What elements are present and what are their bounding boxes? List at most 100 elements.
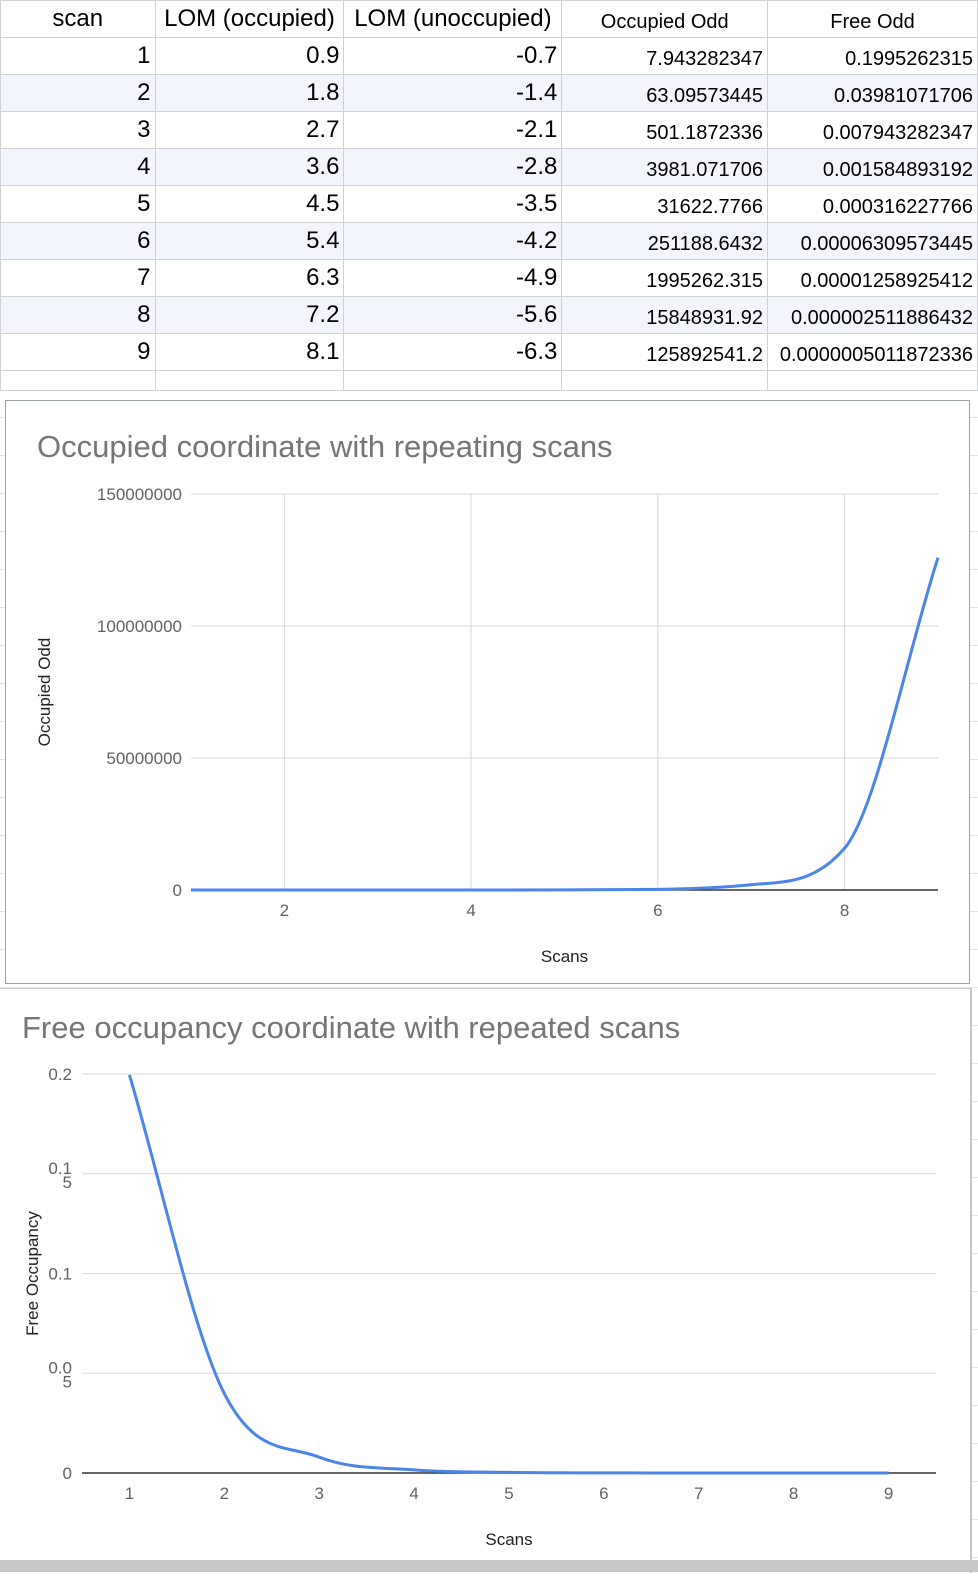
x-tick-label: 9 — [884, 1484, 893, 1503]
table-row: 8 7.2 -5.6 15848931.92 0.000002511886432 — [0, 296, 978, 334]
cell[interactable]: 9 — [0, 333, 156, 371]
cell[interactable]: -4.9 — [343, 259, 563, 297]
y-axis-title: Free Occupancy — [23, 1211, 42, 1336]
cell[interactable]: 0.000002511886432 — [767, 296, 978, 334]
cell[interactable]: -4.2 — [343, 222, 563, 260]
cell[interactable]: 0.000316227766 — [767, 185, 978, 223]
x-axis-title: Scans — [541, 947, 588, 966]
empty-row — [0, 370, 978, 391]
y-tick-label: 0.1 — [48, 1265, 72, 1284]
cell[interactable]: 2.7 — [154, 111, 345, 149]
empty-cell[interactable] — [343, 370, 563, 391]
cell[interactable]: 7 — [0, 259, 156, 297]
table-row: 6 5.4 -4.2 251188.6432 0.00006309573445 — [0, 222, 978, 260]
x-tick-label: 4 — [466, 901, 475, 920]
cell[interactable]: 2 — [0, 74, 156, 112]
x-tick-label: 6 — [599, 1484, 608, 1503]
y-tick-label: 0.0 5 — [48, 1358, 72, 1391]
chart-title: Free occupancy coordinate with repeated … — [22, 1010, 681, 1045]
cell[interactable]: 0.001584893192 — [767, 148, 978, 186]
cell[interactable]: 63.09573445 — [561, 74, 769, 112]
cell[interactable]: -1.4 — [343, 74, 563, 112]
cell[interactable]: 0.9 — [154, 37, 345, 75]
cell[interactable]: 4 — [0, 148, 156, 186]
x-tick-label: 8 — [789, 1484, 798, 1503]
x-tick-label: 8 — [840, 901, 849, 920]
empty-cell[interactable] — [0, 370, 156, 391]
x-tick-label: 5 — [504, 1484, 513, 1503]
free-occupancy-chart-svg: 0 0.0 5 0.1 0.1 5 0.2 1 2 3 4 5 6 7 8 9 Scans Free Occupa… — [23, 1065, 936, 1549]
free-occupancy-chart[interactable]: Free occupancy coordinate with repeated … — [0, 988, 972, 1573]
cell[interactable]: 0.007943282347 — [767, 111, 978, 149]
y-tick-label: 0 — [63, 1464, 72, 1483]
y-tick-label: 0.2 — [48, 1065, 72, 1084]
table-row: 9 8.1 -6.3 125892541.2 0.000000501187233… — [0, 333, 978, 371]
cell[interactable]: 0.00006309573445 — [767, 222, 978, 260]
empty-cell[interactable] — [561, 370, 769, 391]
y-tick-label: 150000000 — [97, 485, 182, 504]
cell[interactable]: 0.00001258925412 — [767, 259, 978, 297]
cell[interactable]: 501.1872336 — [561, 111, 769, 149]
y-tick-label: 50000000 — [106, 749, 182, 768]
x-tick-label: 7 — [694, 1484, 703, 1503]
cell[interactable]: 3 — [0, 111, 156, 149]
x-tick-label: 2 — [220, 1484, 229, 1503]
header-cell-scan[interactable]: scan — [0, 0, 156, 38]
cell[interactable]: -2.8 — [343, 148, 563, 186]
cell[interactable]: -2.1 — [343, 111, 563, 149]
x-tick-label: 1 — [125, 1484, 134, 1503]
cell[interactable]: 7.2 — [154, 296, 345, 334]
occupied-odd-chart[interactable]: Occupied coordinate with repeating scans… — [5, 400, 970, 984]
cell[interactable]: 5.4 — [154, 222, 345, 260]
cell[interactable]: -0.7 — [343, 37, 563, 75]
series-line — [191, 557, 940, 892]
table-row: 1 0.9 -0.7 7.943282347 0.1995262315 — [0, 37, 978, 75]
header-row: scan LOM (occupied) LOM (unoccupied) Occ… — [0, 0, 978, 38]
empty-cell[interactable] — [154, 370, 345, 391]
occupied-odd-chart-svg: 0 50000000 100000000 150000000 2 4 6 8 Scans Occu… — [35, 485, 940, 966]
cell[interactable]: -6.3 — [343, 333, 563, 371]
header-cell-free-odd[interactable]: Free Odd — [767, 0, 978, 38]
y-tick-label: 100000000 — [97, 617, 182, 636]
header-cell-lom-unoccupied[interactable]: LOM (unoccupied) — [343, 0, 563, 38]
table-row: 2 1.8 -1.4 63.09573445 0.03981071706 — [0, 74, 978, 112]
cell[interactable]: 6.3 — [154, 259, 345, 297]
cell[interactable]: 4.5 — [154, 185, 345, 223]
horizontal-scrollbar[interactable] — [0, 1560, 978, 1572]
cell[interactable]: 15848931.92 — [561, 296, 769, 334]
cell[interactable]: 0.1995262315 — [767, 37, 978, 75]
cell[interactable]: 6 — [0, 222, 156, 260]
y-tick-label: 0 — [173, 881, 182, 900]
cell[interactable]: 3.6 — [154, 148, 345, 186]
cell[interactable]: 8.1 — [154, 333, 345, 371]
cell[interactable]: 8 — [0, 296, 156, 334]
x-tick-label: 3 — [314, 1484, 323, 1503]
empty-cell[interactable] — [767, 370, 978, 391]
cell[interactable]: 1 — [0, 37, 156, 75]
x-tick-label: 6 — [653, 901, 662, 920]
table-row: 5 4.5 -3.5 31622.7766 0.000316227766 — [0, 185, 978, 223]
cell[interactable]: 31622.7766 — [561, 185, 769, 223]
cell[interactable]: 3981.071706 — [561, 148, 769, 186]
table-row: 7 6.3 -4.9 1995262.315 0.00001258925412 — [0, 259, 978, 297]
x-tick-label: 2 — [280, 901, 289, 920]
series-line — [128, 1074, 889, 1475]
chart-title: Occupied coordinate with repeating scans — [37, 429, 613, 464]
cell[interactable]: 1995262.315 — [561, 259, 769, 297]
cell[interactable]: -3.5 — [343, 185, 563, 223]
header-cell-lom-occupied[interactable]: LOM (occupied) — [154, 0, 345, 38]
cell[interactable]: 5 — [0, 185, 156, 223]
cell[interactable]: 1.8 — [154, 74, 345, 112]
y-tick-label: 0.1 5 — [48, 1159, 72, 1192]
cell[interactable]: 125892541.2 — [561, 333, 769, 371]
cell[interactable]: 251188.6432 — [561, 222, 769, 260]
spreadsheet-table: scan LOM (occupied) LOM (unoccupied) Occ… — [0, 0, 978, 391]
table-row: 3 2.7 -2.1 501.1872336 0.007943282347 — [0, 111, 978, 149]
header-cell-occupied-odd[interactable]: Occupied Odd — [561, 0, 769, 38]
cell[interactable]: 0.03981071706 — [767, 74, 978, 112]
x-axis-title: Scans — [485, 1530, 532, 1549]
cell[interactable]: 0.0000005011872336 — [767, 333, 978, 371]
table-row: 4 3.6 -2.8 3981.071706 0.001584893192 — [0, 148, 978, 186]
cell[interactable]: -5.6 — [343, 296, 563, 334]
cell[interactable]: 7.943282347 — [561, 37, 769, 75]
